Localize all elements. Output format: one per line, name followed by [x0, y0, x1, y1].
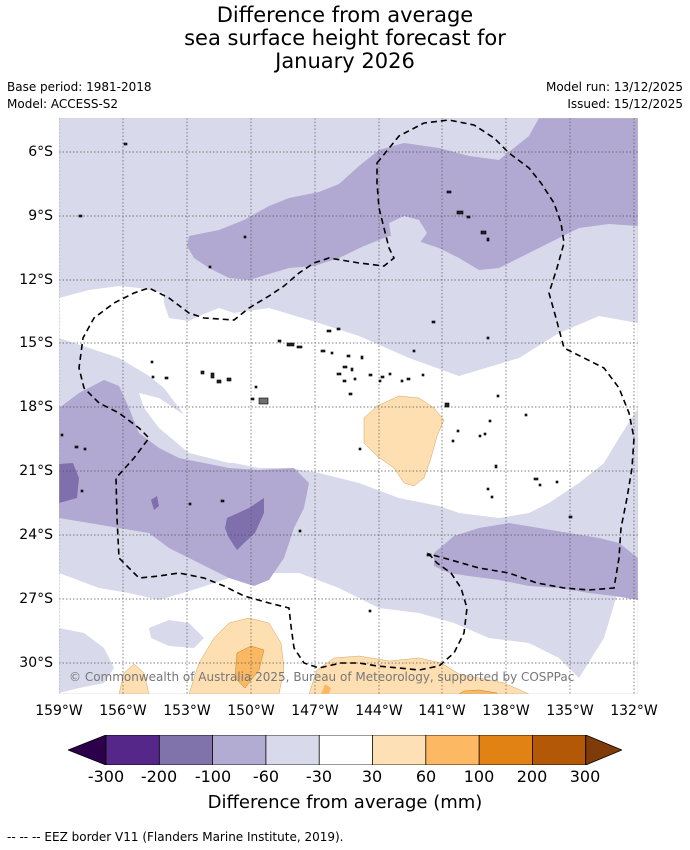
contour-p30-south-left: [188, 617, 285, 694]
gridlines: [59, 118, 638, 694]
colorbar-seg-7: [425, 735, 480, 765]
contour-p60-south: [234, 645, 265, 689]
title-line-1: Difference from average: [216, 3, 474, 27]
contour-m60-sw-patch: [149, 620, 204, 648]
model-run: Model run: 13/12/2025: [545, 80, 683, 94]
colorbar-seg-1: [106, 735, 160, 765]
colorbar-title: Difference from average (mm): [207, 792, 483, 813]
colorbar-seg-2: [159, 735, 213, 765]
eez-legend: -- -- -- EEZ border V11 (Flanders Marine…: [7, 830, 344, 844]
title-line-3: January 2026: [275, 49, 415, 73]
lat-label-15s: 15°S: [19, 335, 53, 351]
lat-label-21s: 21°S: [19, 463, 53, 479]
colorbar-seg-3: [212, 735, 266, 765]
contour-m200-west: [59, 463, 79, 503]
colorbar-tick-m100: -100: [194, 767, 232, 786]
lat-label-27s: 27°S: [19, 591, 53, 607]
colorbar-tick-m60: -60: [252, 767, 280, 786]
lon-label-156w: 156°W: [99, 703, 147, 719]
lon-label-150w: 150°W: [227, 703, 275, 719]
colorbar-seg-4: [265, 735, 320, 765]
lon-label-132w: 132°W: [610, 703, 658, 719]
colorbar-tick-30: 30: [361, 767, 383, 786]
colorbar-seg-5: [319, 735, 373, 765]
meta-left: Base period: 1981-2018 Model: ACCESS-S2: [7, 79, 152, 113]
contour-p30-sw: [118, 663, 150, 694]
colorbar: [68, 735, 622, 765]
lat-label-12s: 12°S: [19, 272, 53, 288]
colorbar-tick-100: 100: [463, 767, 495, 786]
contour-p30-south-centre: [308, 655, 530, 694]
contour-m100-southeast: [434, 523, 638, 600]
contour-p30-central: [363, 395, 445, 487]
colorbar-seg-8: [479, 735, 533, 765]
contour-m60-west-edge: [59, 628, 114, 693]
lon-label-138w: 138°W: [482, 703, 530, 719]
contour-m200-central: [225, 498, 264, 550]
lon-label-147w: 147°W: [291, 703, 339, 719]
lat-label-30s: 30°S: [19, 655, 53, 671]
map-title: Difference from average sea surface heig…: [0, 4, 690, 73]
colorbar-tick-60: 60: [415, 767, 437, 786]
contour-m200-small: [151, 496, 159, 510]
lat-label-18s: 18°S: [19, 399, 53, 415]
contour-m60-white-hole: [139, 393, 279, 463]
lat-label-24s: 24°S: [19, 527, 53, 543]
lon-label-153w: 153°W: [163, 703, 211, 719]
colorbar-seg-6: [372, 735, 426, 765]
lon-label-159w: 159°W: [35, 703, 83, 719]
colorbar-tick-m300: -300: [87, 767, 125, 786]
lon-label-144w: 144°W: [355, 703, 403, 719]
colorbar-extend-low: [68, 735, 107, 765]
base-period: Base period: 1981-2018: [7, 80, 152, 94]
contour-m100-north: [187, 118, 638, 280]
contour-m100-hole: [389, 216, 427, 244]
colorbar-tick-200: 200: [516, 767, 548, 786]
colorbar-tick-300: 300: [569, 767, 601, 786]
contour-p60-south-2: [458, 689, 498, 694]
contour-p60-south-3: [321, 684, 331, 694]
islands: [60, 142, 573, 613]
colorbar-seg-9: [532, 735, 586, 765]
lat-label-6s: 6°S: [28, 144, 53, 160]
colorbar-tick-m30: -30: [305, 767, 333, 786]
title-line-2: sea surface height forecast for: [184, 26, 506, 50]
sea-level-map: © Commonwealth of Australia 2025, Bureau…: [59, 118, 638, 694]
model-name: Model: ACCESS-S2: [7, 97, 119, 111]
copyright-text: © Commonwealth of Australia 2025, Bureau…: [69, 670, 574, 684]
lon-label-141w: 141°W: [418, 703, 466, 719]
contour-m60-central: [59, 338, 638, 678]
colorbar-tick-m200: -200: [140, 767, 178, 786]
lat-label-9s: 9°S: [28, 208, 53, 224]
eez-border: [78, 119, 635, 671]
lon-label-135w: 135°W: [546, 703, 594, 719]
colorbar-extend-high: [585, 735, 622, 765]
issued-date: Issued: 15/12/2025: [567, 97, 683, 111]
meta-right: Model run: 13/12/2025 Issued: 15/12/2025: [546, 79, 683, 113]
